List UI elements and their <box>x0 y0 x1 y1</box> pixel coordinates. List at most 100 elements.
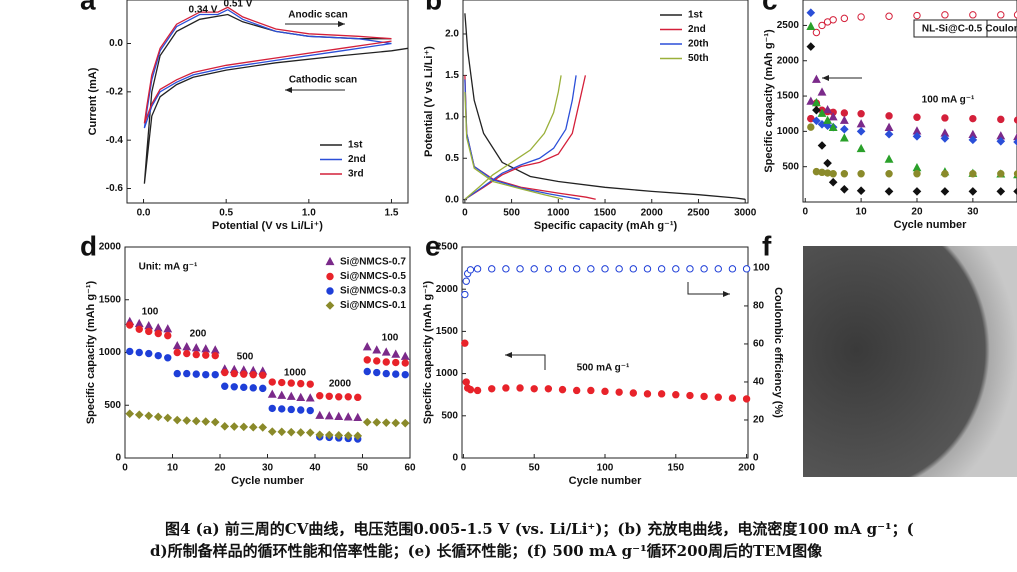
marker <box>220 422 230 431</box>
marker <box>125 409 135 418</box>
marker <box>202 351 210 359</box>
x-axis-label: Potential (V vs Li/Li⁺) <box>212 220 323 232</box>
y-tick-label: 1.5 <box>445 70 459 81</box>
y2-tick-label: 60 <box>753 339 765 350</box>
marker <box>823 121 832 131</box>
marker <box>401 359 409 367</box>
marker <box>164 331 172 340</box>
marker <box>324 430 334 440</box>
arrow-head <box>505 352 512 358</box>
marker <box>240 383 248 392</box>
marker <box>1013 187 1017 196</box>
marker <box>210 417 220 427</box>
marker <box>145 349 153 358</box>
marker <box>392 358 400 367</box>
marker <box>400 418 410 428</box>
y-tick-label: 2500 <box>777 20 800 31</box>
marker <box>182 342 192 351</box>
marker <box>502 265 510 273</box>
y-tick-label: 0 <box>452 453 458 464</box>
x-tick-label: 100 <box>597 463 614 474</box>
marker <box>912 132 922 141</box>
y-tick-label: -0.2 <box>106 86 124 97</box>
marker <box>163 413 173 423</box>
annotation: NL-Si@C-0.5 <box>922 24 983 35</box>
marker <box>296 392 306 401</box>
marker <box>297 406 305 414</box>
marker <box>657 265 666 273</box>
marker <box>182 416 192 425</box>
marker <box>391 349 401 358</box>
marker <box>391 418 401 428</box>
x-tick-label: 2000 <box>641 208 664 219</box>
annotation: 500 mA g⁻¹ <box>577 363 630 374</box>
marker <box>306 380 314 388</box>
marker <box>812 105 821 115</box>
marker <box>305 428 315 437</box>
annotation: 0.51 V <box>224 0 253 10</box>
marker <box>615 265 623 273</box>
marker <box>278 405 286 413</box>
y-tick-label: 0.0 <box>445 194 459 205</box>
arrow <box>505 354 546 370</box>
marker <box>811 97 821 107</box>
marker <box>305 393 315 402</box>
marker <box>941 11 949 19</box>
annotation: Coulom <box>985 24 1017 35</box>
marker <box>885 112 893 120</box>
y-tick-label: 500 <box>441 410 458 421</box>
marker <box>601 265 609 273</box>
marker <box>211 351 219 360</box>
marker <box>714 265 722 273</box>
marker <box>742 395 751 403</box>
marker <box>857 110 865 118</box>
marker <box>812 28 821 37</box>
marker <box>362 342 372 351</box>
y-tick-label: 1000 <box>777 126 800 137</box>
marker <box>306 406 314 415</box>
marker <box>997 11 1005 19</box>
marker <box>857 13 865 21</box>
marker <box>287 405 295 414</box>
marker <box>126 347 134 356</box>
marker <box>811 74 821 83</box>
y-axis-label: Specific capacity (mAh g⁻¹) <box>422 280 434 424</box>
x-tick-label: 10 <box>856 207 868 218</box>
marker <box>278 378 286 387</box>
marker <box>221 368 229 377</box>
series-line <box>464 75 587 200</box>
marker <box>325 256 335 266</box>
x-tick-label: 1500 <box>594 208 617 219</box>
marker <box>1013 132 1017 141</box>
marker <box>1013 170 1017 178</box>
marker <box>401 370 409 379</box>
annotation: 100 <box>382 333 399 344</box>
annotation: Anodic scan <box>288 10 347 21</box>
marker <box>856 186 866 196</box>
marker <box>941 114 949 122</box>
marker <box>839 133 849 142</box>
marker <box>488 385 496 393</box>
y-tick-label: 500 <box>782 161 799 172</box>
marker <box>201 344 211 353</box>
marker <box>192 370 200 378</box>
legend-box <box>913 19 1017 38</box>
marker <box>173 369 181 378</box>
marker <box>572 265 581 273</box>
y-axis-label: Specific capacity (mAh g⁻¹) <box>85 280 97 424</box>
marker <box>806 21 816 30</box>
y-tick-label: 1500 <box>777 91 800 102</box>
series-line <box>143 8 392 129</box>
legend-label: Si@NMCS-0.1 <box>340 300 406 311</box>
marker <box>258 423 268 432</box>
marker <box>249 370 257 379</box>
marker <box>353 412 363 422</box>
marker <box>742 265 751 273</box>
y-tick-label: 2.0 <box>445 29 459 40</box>
marker <box>315 410 325 419</box>
marker <box>373 368 381 377</box>
marker <box>885 170 893 178</box>
marker <box>558 265 567 273</box>
marker <box>558 385 567 394</box>
marker <box>296 428 306 437</box>
